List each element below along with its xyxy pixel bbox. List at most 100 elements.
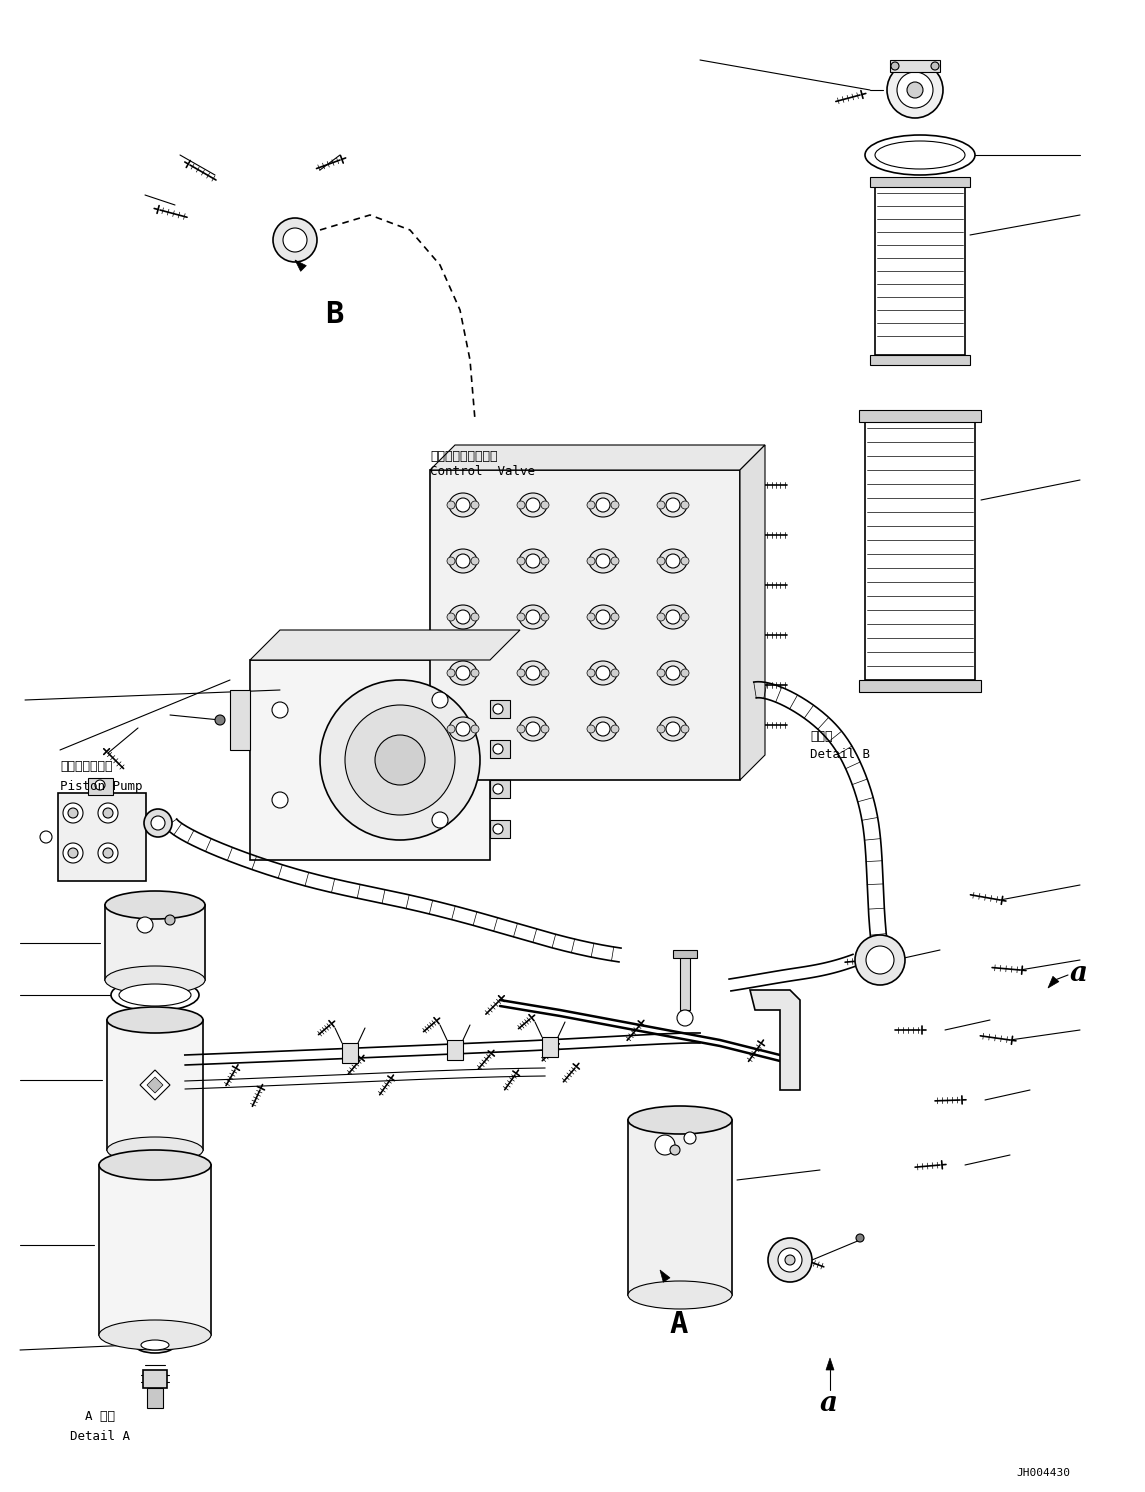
Ellipse shape xyxy=(589,492,617,518)
Bar xyxy=(490,700,510,718)
Circle shape xyxy=(447,557,455,565)
Circle shape xyxy=(493,745,503,753)
Polygon shape xyxy=(250,659,490,859)
Circle shape xyxy=(670,1144,680,1155)
Bar xyxy=(342,1043,358,1062)
Polygon shape xyxy=(140,1070,169,1100)
Polygon shape xyxy=(147,1077,163,1094)
Ellipse shape xyxy=(875,142,965,169)
Ellipse shape xyxy=(519,661,547,685)
Ellipse shape xyxy=(519,718,547,742)
Circle shape xyxy=(526,665,540,680)
Text: Control  Valve: Control Valve xyxy=(431,466,535,477)
Ellipse shape xyxy=(105,965,205,994)
Circle shape xyxy=(681,501,689,509)
Ellipse shape xyxy=(141,1340,169,1350)
Bar xyxy=(106,1021,203,1150)
Ellipse shape xyxy=(660,549,687,573)
Circle shape xyxy=(587,501,595,509)
Circle shape xyxy=(587,557,595,565)
Ellipse shape xyxy=(111,979,199,1012)
Text: Piston Pump: Piston Pump xyxy=(60,780,142,794)
Circle shape xyxy=(855,935,905,985)
Polygon shape xyxy=(750,991,800,1091)
Bar xyxy=(859,410,981,422)
Circle shape xyxy=(215,715,226,725)
Polygon shape xyxy=(431,445,765,470)
Ellipse shape xyxy=(660,604,687,630)
Circle shape xyxy=(657,501,665,509)
Circle shape xyxy=(597,554,610,568)
Ellipse shape xyxy=(589,549,617,573)
Ellipse shape xyxy=(627,1282,732,1308)
Circle shape xyxy=(447,668,455,677)
Circle shape xyxy=(681,557,689,565)
Text: Detail B: Detail B xyxy=(810,747,870,761)
Circle shape xyxy=(471,668,479,677)
Circle shape xyxy=(493,704,503,715)
Circle shape xyxy=(518,501,526,509)
Polygon shape xyxy=(1048,976,1059,988)
Text: JH004430: JH004430 xyxy=(1016,1468,1069,1479)
Circle shape xyxy=(98,843,118,862)
Circle shape xyxy=(611,668,619,677)
Circle shape xyxy=(657,668,665,677)
Circle shape xyxy=(897,72,933,107)
Circle shape xyxy=(540,613,548,621)
Circle shape xyxy=(931,63,939,70)
Circle shape xyxy=(68,809,78,818)
Circle shape xyxy=(526,722,540,736)
Circle shape xyxy=(684,1132,696,1144)
Circle shape xyxy=(319,680,480,840)
Bar xyxy=(542,1037,558,1056)
Ellipse shape xyxy=(106,1137,203,1162)
Circle shape xyxy=(540,557,548,565)
Ellipse shape xyxy=(105,891,205,919)
Bar xyxy=(88,777,113,795)
Circle shape xyxy=(526,554,540,568)
Circle shape xyxy=(432,812,448,828)
Circle shape xyxy=(518,725,526,733)
Circle shape xyxy=(681,668,689,677)
Ellipse shape xyxy=(589,661,617,685)
Circle shape xyxy=(456,665,469,680)
Circle shape xyxy=(587,725,595,733)
Ellipse shape xyxy=(589,718,617,742)
Bar xyxy=(490,821,510,839)
Circle shape xyxy=(666,498,680,512)
Circle shape xyxy=(95,780,105,789)
Circle shape xyxy=(345,706,455,815)
Circle shape xyxy=(777,1247,801,1273)
Circle shape xyxy=(456,722,469,736)
Circle shape xyxy=(597,665,610,680)
Bar xyxy=(105,906,205,980)
Polygon shape xyxy=(295,260,307,272)
Circle shape xyxy=(151,816,165,830)
Circle shape xyxy=(273,218,317,263)
Circle shape xyxy=(681,725,689,733)
Circle shape xyxy=(666,610,680,624)
Circle shape xyxy=(63,803,82,824)
Circle shape xyxy=(540,668,548,677)
Ellipse shape xyxy=(519,492,547,518)
Ellipse shape xyxy=(449,549,477,573)
Circle shape xyxy=(526,610,540,624)
Ellipse shape xyxy=(135,1337,175,1353)
Circle shape xyxy=(666,665,680,680)
Bar xyxy=(680,955,690,1010)
Bar xyxy=(143,1370,167,1388)
Circle shape xyxy=(518,557,526,565)
Circle shape xyxy=(587,668,595,677)
Circle shape xyxy=(611,613,619,621)
Circle shape xyxy=(655,1135,676,1155)
Circle shape xyxy=(657,725,665,733)
Circle shape xyxy=(456,610,469,624)
Polygon shape xyxy=(230,689,250,750)
Ellipse shape xyxy=(449,718,477,742)
Text: 日詳細: 日詳細 xyxy=(810,730,832,743)
Circle shape xyxy=(891,63,899,70)
Circle shape xyxy=(471,613,479,621)
Circle shape xyxy=(103,809,113,818)
Circle shape xyxy=(677,1010,693,1026)
Circle shape xyxy=(471,725,479,733)
